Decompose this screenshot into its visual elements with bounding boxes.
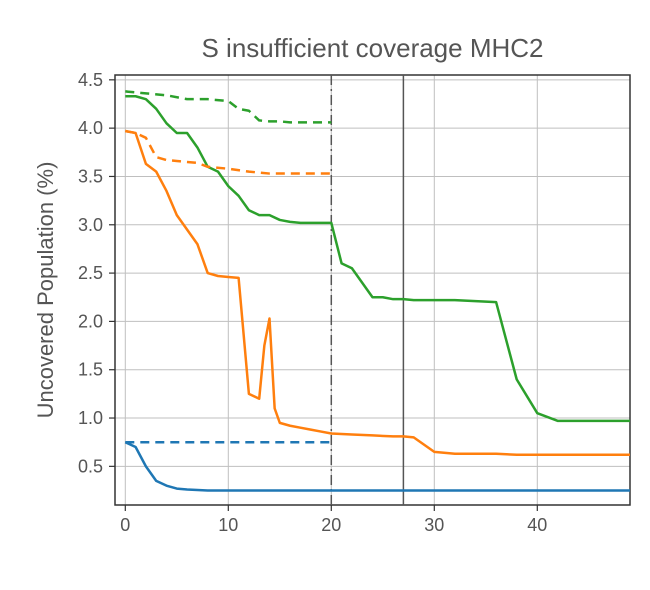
ytick-label: 2.5: [78, 263, 103, 283]
ytick-label: 4.0: [78, 118, 103, 138]
ytick-label: 0.5: [78, 456, 103, 476]
ytick-label: 4.5: [78, 70, 103, 90]
ytick-label: 3.0: [78, 215, 103, 235]
xtick-label: 40: [527, 515, 547, 535]
ytick-label: 1.0: [78, 408, 103, 428]
ytick-label: 3.5: [78, 166, 103, 186]
chart-title: S insufficient coverage MHC2: [201, 33, 543, 63]
ytick-label: 1.5: [78, 360, 103, 380]
xtick-label: 30: [424, 515, 444, 535]
y-axis-label: Uncovered Population (%): [33, 162, 58, 419]
xtick-label: 0: [120, 515, 130, 535]
line-chart: 0 10 20 30 40 0.5 1.0 1.5 2.0 2.5 3.0 3.5 4.0 4.5 S in…: [20, 20, 650, 570]
xtick-label: 10: [218, 515, 238, 535]
ytick-label: 2.0: [78, 311, 103, 331]
xtick-label: 20: [321, 515, 341, 535]
chart-container: 0 10 20 30 40 0.5 1.0 1.5 2.0 2.5 3.0 3.5 4.0 4.5 S in…: [20, 20, 650, 570]
